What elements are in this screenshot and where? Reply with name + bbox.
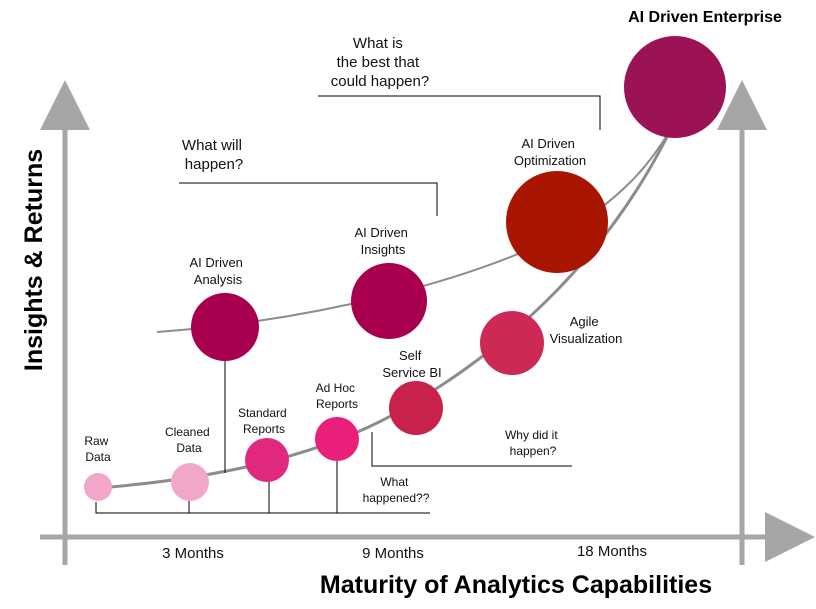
enterprise-title: AI Driven Enterprise	[628, 9, 782, 26]
y-axis-title: Insights & Returns	[20, 149, 48, 371]
what-will-happen-label: What will happen?	[182, 137, 246, 173]
what-is-bracket	[318, 95, 601, 130]
ai-driven-enterprise-circle	[624, 36, 726, 138]
self-service-bi-circle	[389, 381, 443, 435]
x-axis-title: Maturity of Analytics Capabilities	[320, 571, 712, 599]
ai-driven-optimization-label: AI Driven Optimization	[514, 136, 586, 168]
cleaned-data-circle	[171, 463, 209, 501]
self-service-bi-label: Self Service BI	[382, 348, 441, 380]
why-did-it-happen-label: Why did it happen?	[505, 428, 561, 458]
x-tick-18-months: 18 Months	[577, 543, 647, 560]
agile-visualization-label: Agile Visualization	[550, 314, 623, 346]
x-tick-9-months: 9 Months	[362, 545, 424, 562]
standard-reports-circle	[245, 438, 289, 482]
ai-driven-insights-label: AI Driven Insights	[354, 225, 411, 257]
why-bracket	[371, 432, 572, 467]
what-happened-bracket	[95, 458, 430, 514]
what-will-bracket	[179, 182, 438, 216]
ad-hoc-reports-label: Ad Hoc Reports	[316, 381, 359, 411]
ai-driven-analysis-label: AI Driven Analysis	[189, 255, 246, 287]
agile-visualization-circle	[480, 311, 544, 375]
cleaned-data-label: Cleaned Data	[165, 425, 213, 455]
raw-data-circle	[84, 473, 112, 501]
what-happened-label: What happened??	[363, 475, 430, 505]
raw-data-label: Raw Data	[84, 434, 111, 464]
ai-driven-analysis-circle	[191, 293, 259, 361]
ai-driven-insights-circle	[351, 263, 427, 339]
ai-driven-optimization-circle	[506, 171, 608, 273]
x-tick-3-months: 3 Months	[162, 545, 224, 562]
standard-reports-label: Standard Reports	[238, 406, 290, 436]
what-is-best-label: What is the best that could happen?	[331, 35, 429, 90]
ad-hoc-reports-circle	[315, 417, 359, 461]
